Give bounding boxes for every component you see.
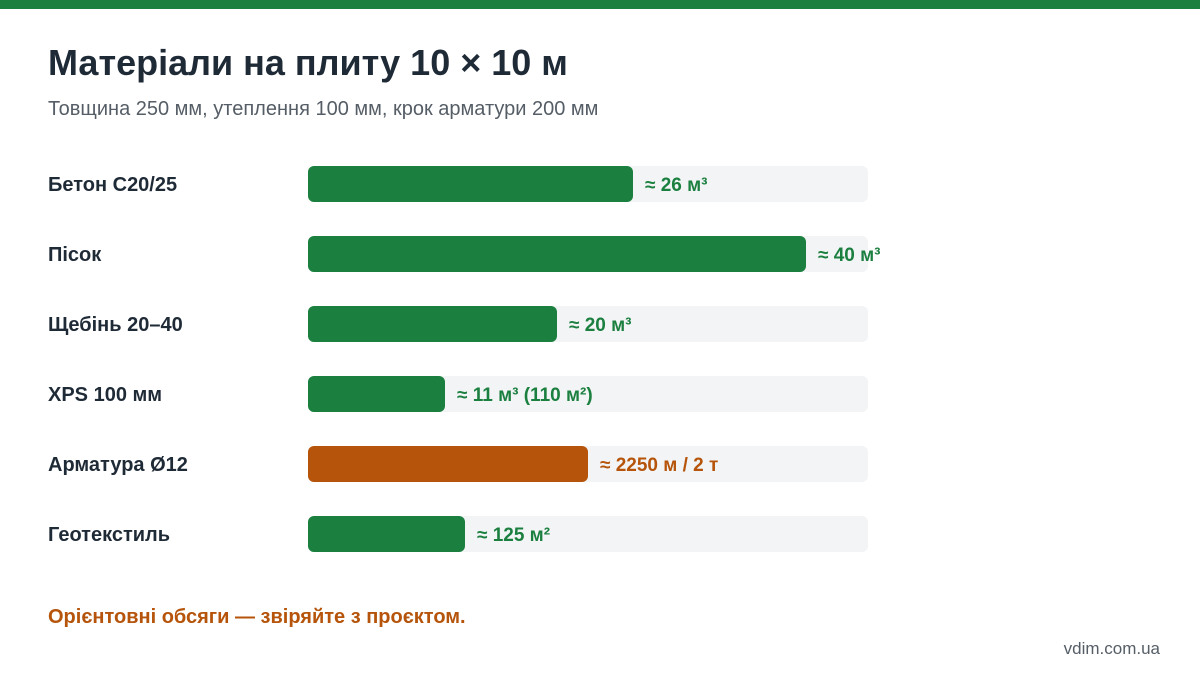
page-subtitle: Товщина 250 мм, утеплення 100 мм, крок а… [48,98,599,120]
value-label: ≈ 26 м³ [645,175,708,196]
bar [308,376,445,412]
bar [308,166,633,202]
bar [308,306,557,342]
category-label: Бетон C20/25 [48,174,177,196]
category-label: Щебінь 20–40 [48,314,183,336]
disclaimer-note: Орієнтовні обсяги — звіряйте з проєктом. [48,606,466,628]
page-title: Матеріали на плиту 10 × 10 м [48,42,568,83]
top-accent-bar [0,0,1200,9]
bar [308,236,806,272]
category-label: Пісок [48,244,102,266]
value-label: ≈ 40 м³ [818,245,881,266]
value-label: ≈ 2250 м / 2 т [600,455,718,476]
site-url: vdim.com.ua [1063,639,1160,658]
value-label: ≈ 11 м³ (110 м²) [457,385,593,406]
bar [308,446,588,482]
category-label: Арматура Ø12 [48,454,188,476]
value-label: ≈ 20 м³ [569,315,632,336]
category-label: XPS 100 мм [48,384,162,406]
bar [308,516,465,552]
bar-track [308,376,868,412]
value-label: ≈ 125 м² [477,525,550,546]
category-label: Геотекстиль [48,524,170,546]
